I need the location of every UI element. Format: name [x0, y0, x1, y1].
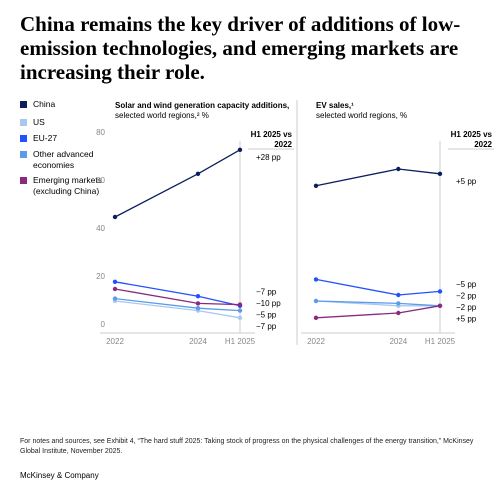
- series-line: [315, 305, 441, 319]
- point: [313, 298, 319, 304]
- change-header: H1 2025 vs 2022: [250, 130, 292, 149]
- x-tick-label: 2022: [106, 337, 124, 346]
- point: [195, 171, 201, 176]
- change-label: +5 pp: [456, 177, 477, 186]
- change-label: −7 pp: [256, 322, 277, 331]
- point: [437, 171, 443, 176]
- change-label: −5 pp: [256, 311, 277, 320]
- point: [437, 289, 443, 294]
- legend-label: Emerging markets (excluding China): [33, 175, 102, 196]
- x-tick-label: 2024: [389, 337, 407, 346]
- point: [396, 301, 401, 306]
- point: [313, 183, 319, 188]
- point: [112, 214, 118, 220]
- x-tick-label: 2022: [307, 337, 325, 346]
- point: [396, 310, 401, 316]
- legend-swatch: [20, 135, 27, 142]
- header-bold: Solar and wind generation capacity addit…: [115, 101, 290, 110]
- x-tick-label: H1 2025: [225, 337, 256, 346]
- point: [112, 296, 118, 301]
- legend-item: US: [20, 117, 111, 128]
- change-label: −5 pp: [456, 280, 477, 289]
- point: [396, 292, 401, 298]
- point: [237, 147, 243, 152]
- y-tick-label: 20: [96, 272, 105, 281]
- point: [237, 308, 243, 313]
- series-line: [114, 288, 241, 306]
- series-line: [114, 149, 241, 218]
- legend-label: EU-27: [33, 133, 58, 143]
- panel-header: EV sales,¹ selected world regions, %: [316, 101, 436, 121]
- x-tick-label: H1 2025: [425, 337, 456, 346]
- header-bold: EV sales,¹: [316, 101, 354, 110]
- change-label: −10 pp: [256, 299, 281, 308]
- change-label: −7 pp: [256, 288, 277, 297]
- change-header: H1 2025 vs 2022: [450, 130, 492, 149]
- point: [195, 294, 201, 299]
- point: [195, 306, 201, 311]
- change-label: −2 pp: [456, 303, 477, 312]
- legend-label: US: [33, 117, 45, 127]
- legend-item: EU-27: [20, 133, 111, 144]
- title: China remains the key driver of addition…: [20, 12, 461, 84]
- series-line: [315, 168, 441, 187]
- change-label: +28 pp: [256, 153, 281, 162]
- y-tick-label: 40: [96, 224, 105, 233]
- header: selected world regions,² %: [115, 111, 209, 120]
- y-tick-label: 60: [96, 176, 105, 185]
- y-tick-label: 0: [101, 320, 106, 329]
- point: [313, 315, 319, 320]
- y-tick-label: 80: [96, 128, 105, 137]
- footer: McKinsey & Company: [20, 471, 99, 480]
- panel-header: Solar and wind generation capacity addit…: [115, 101, 295, 121]
- point: [112, 279, 118, 284]
- point: [195, 301, 201, 306]
- change-label: +5 pp: [456, 315, 477, 324]
- point: [437, 303, 443, 308]
- header: selected world regions, %: [316, 111, 408, 120]
- change-label: −2 pp: [456, 292, 477, 301]
- legend-item: Emerging markets (excluding China): [20, 175, 111, 197]
- x-tick-label: 2024: [189, 337, 207, 346]
- series-line: [114, 281, 241, 307]
- legend-label: China: [33, 99, 56, 109]
- point: [237, 302, 243, 307]
- point: [112, 286, 118, 292]
- legend-item: China: [20, 99, 111, 110]
- point: [237, 315, 243, 320]
- legend-swatch: [20, 119, 27, 126]
- point: [313, 277, 319, 282]
- point: [396, 166, 401, 172]
- legend-swatch: [20, 101, 27, 108]
- notes: For notes and sources, see Exhibit 4, “T…: [20, 438, 474, 455]
- legend-swatch: [20, 151, 27, 158]
- series-line: [315, 278, 441, 296]
- legend-swatch: [20, 177, 27, 184]
- legend-label: Other advanced economies: [33, 149, 94, 170]
- legend-item: Other advanced economies: [20, 149, 111, 171]
